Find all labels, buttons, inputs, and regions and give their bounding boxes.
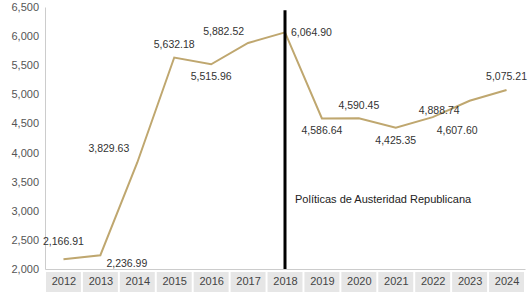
x-cell	[157, 272, 192, 292]
y-tick: 3,000	[11, 205, 45, 217]
data-label: 2,166.91	[43, 235, 84, 247]
x-tick-label: 2013	[89, 275, 113, 287]
x-axis-cells	[46, 272, 524, 292]
x-tick: 2013	[89, 269, 113, 287]
data-labels: 2,166.91 2,236.99 3,829.63 5,632.18 5,515.96…	[43, 25, 527, 269]
y-tick: 2,500	[11, 234, 45, 246]
x-cell	[378, 272, 413, 292]
x-cell	[83, 272, 118, 292]
y-tick-label: 5,000	[11, 88, 39, 100]
x-tick: 2023	[458, 269, 482, 287]
chart: 2,000 2,500 3,000 3,500 4,000 4,500 5,000 5,500…	[0, 0, 532, 299]
data-label: 5,515.96	[191, 70, 232, 82]
data-label: 2,236.99	[106, 257, 147, 269]
x-tick: 2018	[273, 269, 297, 287]
x-tick: 2014	[126, 269, 150, 287]
x-cell	[304, 272, 339, 292]
data-label: 4,607.60	[437, 124, 478, 136]
data-label: 5,075.21	[486, 70, 527, 82]
x-cell	[415, 272, 450, 292]
x-tick: 2024	[495, 269, 519, 287]
y-axis-line	[45, 8, 46, 270]
data-label: 4,586.64	[301, 124, 342, 136]
y-tick: 4,000	[11, 147, 45, 159]
x-tick: 2020	[347, 269, 371, 287]
x-tick-label: 2019	[310, 275, 334, 287]
x-tick-label: 2016	[199, 275, 223, 287]
x-tick-label: 2017	[236, 275, 260, 287]
x-cell	[120, 272, 155, 292]
y-tick: 6,500	[11, 1, 45, 13]
annotation-line	[284, 10, 287, 269]
y-tick: 5,000	[11, 88, 45, 100]
y-tick-label: 2,000	[11, 263, 39, 275]
data-label: 4,888.74	[419, 104, 460, 116]
y-tick-label: 3,000	[11, 205, 39, 217]
y-tick-label: 6,000	[11, 30, 39, 42]
data-label: 3,829.63	[88, 142, 129, 154]
data-label: 5,882.52	[203, 25, 244, 37]
x-tick-label: 2022	[421, 275, 445, 287]
x-tick: 2016	[199, 269, 223, 287]
x-axis: 2012 2013 2014 2015 2016 2017 2018 2019 2020 2021…	[46, 269, 526, 287]
y-tick-label: 3,500	[11, 176, 39, 188]
y-tick-label: 4,500	[11, 117, 39, 129]
x-tick: 2019	[310, 269, 334, 287]
y-tick-label: 6,500	[11, 1, 39, 13]
x-tick: 2022	[421, 269, 445, 287]
y-tick-label: 2,500	[11, 234, 39, 246]
y-tick: 5,500	[11, 59, 45, 71]
y-tick-label: 4,000	[11, 147, 39, 159]
y-tick: 4,500	[11, 117, 45, 129]
x-tick-label: 2018	[273, 275, 297, 287]
x-tick-label: 2012	[52, 275, 76, 287]
x-tick: 2021	[384, 269, 408, 287]
x-tick: 2015	[162, 269, 186, 287]
data-label: 4,425.35	[375, 134, 416, 146]
x-cell	[489, 272, 524, 292]
y-tick: 6,000	[11, 30, 45, 42]
x-tick: 2012	[52, 269, 76, 287]
y-tick: 3,500	[11, 176, 45, 188]
x-cell	[268, 272, 303, 292]
x-tick-label: 2024	[495, 275, 519, 287]
x-tick: 2017	[236, 269, 260, 287]
x-cell	[452, 272, 487, 292]
data-label: 4,590.45	[338, 99, 379, 111]
x-tick-label: 2014	[126, 275, 150, 287]
x-tick-label: 2023	[458, 275, 482, 287]
x-cell	[194, 272, 229, 292]
annotation-text: Políticas de Austeridad Republicana	[295, 193, 472, 205]
x-cell	[341, 272, 376, 292]
y-tick: 2,000	[11, 263, 45, 275]
x-cell	[231, 272, 266, 292]
y-tick-label: 5,500	[11, 59, 39, 71]
x-cell	[46, 272, 81, 292]
data-label: 5,632.18	[154, 38, 195, 50]
y-axis: 2,000 2,500 3,000 3,500 4,000 4,500 5,000 5,500…	[11, 1, 45, 275]
x-tick-label: 2021	[384, 275, 408, 287]
data-label: 6,064.90	[291, 26, 332, 38]
x-tick-label: 2020	[347, 275, 371, 287]
x-tick-label: 2015	[162, 275, 186, 287]
